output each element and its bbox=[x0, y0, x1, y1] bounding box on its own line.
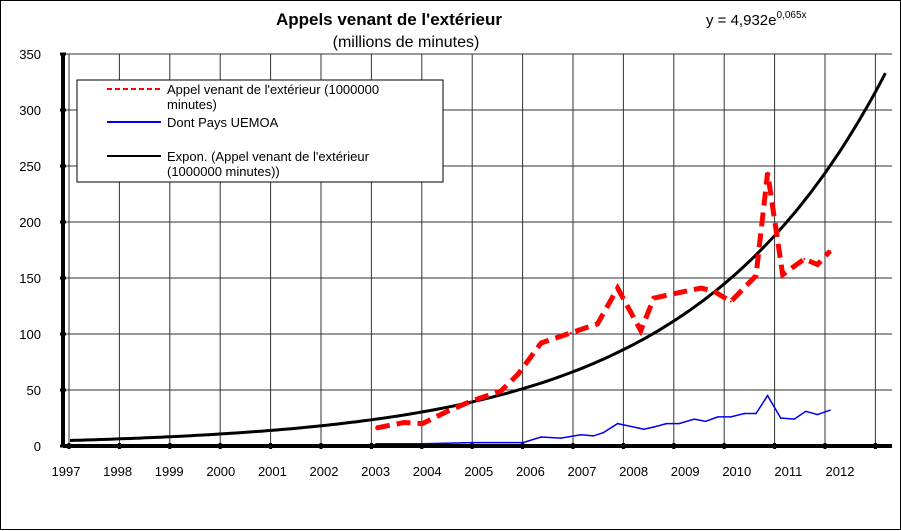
data-point-appel bbox=[616, 287, 619, 290]
legend: Appel venant de l'extérieur (1000000 min… bbox=[76, 79, 444, 183]
data-point-uemoa bbox=[653, 426, 655, 428]
x-tick-label: 2004 bbox=[413, 464, 442, 479]
data-point-appel bbox=[781, 273, 784, 276]
y-tick-label: 150 bbox=[19, 271, 41, 286]
x-tick-label: 2003 bbox=[361, 464, 390, 479]
data-point-uemoa bbox=[693, 418, 695, 420]
data-point-uemoa bbox=[642, 428, 645, 431]
data-point-appel bbox=[470, 400, 473, 403]
data-point-appel bbox=[755, 274, 758, 277]
data-point-appel bbox=[816, 263, 819, 266]
legend-box bbox=[76, 79, 444, 183]
data-point-appel bbox=[639, 329, 642, 332]
data-point-uemoa bbox=[602, 431, 605, 434]
series-lines bbox=[69, 72, 887, 445]
y-axis-ticks: 0 50 100 150 200 250 300 350 bbox=[19, 47, 66, 454]
y-tick-label: 100 bbox=[19, 327, 41, 342]
data-point-appel bbox=[421, 422, 424, 425]
series-line-uemoa bbox=[376, 394, 831, 445]
data-point-uemoa bbox=[766, 394, 769, 397]
legend-label-expon: Expon. (Appel venant de l'extérieur bbox=[167, 149, 370, 164]
data-point-uemoa bbox=[805, 410, 807, 413]
chart-subtitle: (millions de minutes) bbox=[333, 34, 480, 51]
y-tick-label: 250 bbox=[19, 159, 41, 174]
x-tick-label: 1999 bbox=[155, 464, 184, 479]
x-tick-label: 2009 bbox=[671, 464, 700, 479]
data-point-uemoa bbox=[559, 437, 562, 439]
x-tick-label: 2011 bbox=[774, 464, 802, 479]
y-tick-label: 0 bbox=[34, 439, 41, 454]
data-point-appel bbox=[700, 287, 703, 290]
y-tick-label: 50 bbox=[27, 383, 41, 398]
data-point-appel bbox=[375, 427, 378, 430]
data-point-appel bbox=[540, 341, 543, 344]
data-point-uemoa bbox=[755, 412, 757, 415]
data-point-appel bbox=[829, 250, 832, 253]
data-point-uemoa bbox=[471, 441, 474, 444]
y-tick-label: 300 bbox=[19, 103, 41, 118]
data-point-uemoa bbox=[616, 422, 619, 425]
data-point-appel bbox=[729, 300, 732, 303]
data-point-appel bbox=[803, 257, 806, 260]
x-tick-label: 2005 bbox=[464, 464, 493, 479]
y-tick-label: 200 bbox=[19, 215, 41, 230]
x-tick-label: 2002 bbox=[310, 464, 339, 479]
x-tick-label: 1997 bbox=[52, 464, 81, 479]
data-point-uemoa bbox=[540, 436, 542, 438]
x-tick-label: 2000 bbox=[206, 464, 235, 479]
data-point-appel bbox=[403, 421, 406, 424]
trend-equation: y = 4,932e0,065x bbox=[706, 10, 807, 29]
legend-label-appel-cont: minutes) bbox=[167, 97, 217, 112]
y-tick-label: 350 bbox=[19, 47, 41, 62]
data-point-appel bbox=[499, 390, 502, 393]
data-point-appel bbox=[672, 292, 675, 295]
data-point-uemoa bbox=[829, 409, 831, 411]
x-tick-label: 2010 bbox=[722, 464, 751, 479]
x-tick-label: 1998 bbox=[103, 464, 132, 479]
chart-title: Appels venant de l'extérieur bbox=[276, 10, 502, 29]
data-point-appel bbox=[569, 331, 572, 334]
data-point-uemoa bbox=[678, 422, 680, 425]
data-point-uemoa bbox=[704, 420, 707, 423]
data-point-appel bbox=[446, 410, 449, 413]
data-point-uemoa bbox=[743, 412, 746, 415]
data-point-uemoa bbox=[592, 435, 595, 437]
x-tick-label: 2012 bbox=[826, 464, 855, 479]
data-point-appel bbox=[516, 373, 519, 376]
data-point-uemoa bbox=[730, 416, 732, 418]
x-tick-label: 2007 bbox=[568, 464, 597, 479]
x-axis-ticks: 1997 1998 1999 2000 2001 2002 2003 2004 2005 2006… bbox=[52, 443, 877, 479]
data-point-uemoa bbox=[793, 418, 796, 420]
data-point-appel bbox=[766, 171, 769, 174]
x-tick-label: 2006 bbox=[516, 464, 545, 479]
data-point-appel bbox=[713, 290, 716, 293]
data-point-uemoa bbox=[665, 422, 668, 425]
x-tick-label: 2001 bbox=[258, 464, 287, 479]
data-point-uemoa bbox=[779, 417, 782, 419]
x-tick-label: 2008 bbox=[619, 464, 648, 479]
legend-label-appel: Appel venant de l'extérieur (1000000 bbox=[167, 82, 379, 97]
legend-label-expon-cont: (1000000 minutes)) bbox=[167, 164, 280, 179]
data-point-uemoa bbox=[522, 441, 524, 444]
legend-label-uemoa: Dont Pays UEMOA bbox=[167, 115, 279, 130]
data-point-uemoa bbox=[580, 434, 582, 436]
data-point-appel bbox=[652, 297, 655, 300]
data-point-appel bbox=[596, 322, 599, 325]
data-point-uemoa bbox=[816, 413, 819, 416]
data-point-uemoa bbox=[716, 416, 719, 418]
